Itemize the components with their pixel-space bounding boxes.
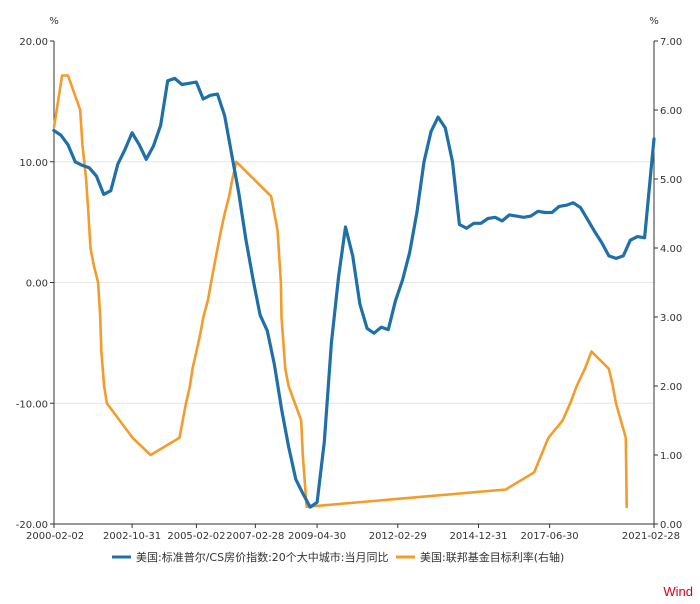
left-tick-label: 20.00 [19,37,48,48]
right-tick-label: 6.00 [660,106,682,117]
right-tick-label: 1.00 [660,451,682,462]
x-tick-label: 2009-04-30 [288,531,346,542]
x-tick-label: 2000-02-02 [26,531,84,542]
left-tick-label: -20.00 [16,520,48,531]
right-tick-label: 5.00 [660,175,682,186]
brand-watermark: Wind [663,584,693,599]
left-axis-ticks: 20.00 10.00 0.00 -10.00 -20.00 [16,37,54,531]
legend-label-fedfunds: 美国:联邦基金目标利率(右轴) [420,550,564,564]
left-tick-label: 10.00 [19,158,48,169]
left-tick-label: -10.00 [16,399,48,410]
right-tick-label: 3.00 [660,313,682,324]
right-tick-label: 7.00 [660,37,682,48]
x-axis-ticks: 2000-02-02 2002-10-31 2005-02-02 2007-02-28… [26,524,680,542]
right-tick-label: 4.00 [660,244,682,255]
x-tick-label: 2014-12-31 [449,531,507,542]
x-tick-label: 2002-10-31 [103,531,161,542]
x-tick-label: 2005-02-02 [167,531,225,542]
right-tick-label: 2.00 [660,382,682,393]
x-tick-label: 2012-02-29 [369,531,427,542]
right-axis-ticks: 7.00 6.00 5.00 4.00 3.00 2.00 1.00 0.00 [654,37,682,531]
left-tick-label: 0.00 [26,279,48,290]
x-tick-label: 2017-06-30 [521,531,579,542]
series-line-hpi [52,76,656,509]
right-tick-label: 0.00 [660,520,682,531]
right-axis-unit: % [649,16,659,27]
legend: 美国:标准普尔/CS房价指数:20个大中城市:当月同比 美国:联邦基金目标利率(… [112,550,564,564]
legend-label-hpi: 美国:标准普尔/CS房价指数:20个大中城市:当月同比 [136,550,388,564]
x-tick-label: 2021-02-28 [622,531,680,542]
series-layer [52,74,656,509]
series-line-fedfunds [52,74,628,509]
left-axis-unit: % [49,16,59,27]
x-tick-label: 2007-02-28 [226,531,284,542]
grid-lines [54,161,654,404]
